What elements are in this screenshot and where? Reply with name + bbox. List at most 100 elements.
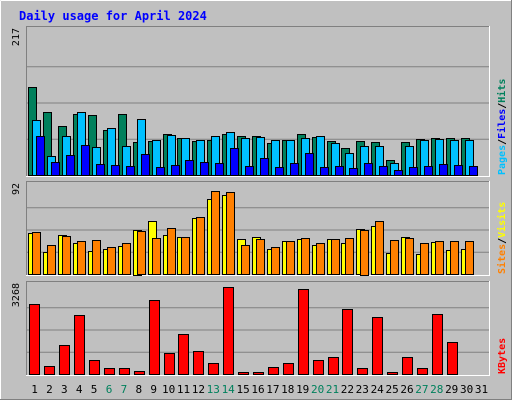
bar-pages [126, 166, 135, 176]
bar-sites [92, 240, 101, 275]
x-tick-label: 10 [162, 383, 175, 396]
bar-sites [271, 247, 280, 275]
bar-sites [450, 241, 459, 275]
x-tick-label: 31 [475, 383, 488, 396]
series-pages [36, 136, 478, 176]
bar-kbytes [402, 357, 413, 375]
bar-sites [316, 243, 325, 275]
x-tick-label: 16 [251, 383, 264, 396]
bar-pages [394, 170, 403, 176]
bar-sites [286, 241, 295, 275]
y-axis-max-label: 217 [11, 28, 22, 46]
bar-pages [36, 136, 45, 176]
bar-pages [51, 162, 60, 176]
bar-sites [181, 237, 190, 275]
bar-kbytes [44, 366, 55, 375]
legend-kbytes: KBytes [497, 338, 508, 374]
bar-kbytes [89, 360, 100, 375]
bar-kbytes [298, 289, 309, 375]
x-tick-label: 2 [46, 383, 53, 396]
bar-pages [335, 166, 344, 176]
bar-kbytes [164, 353, 175, 375]
series-kbytes [29, 287, 458, 375]
bar-pages [81, 145, 90, 176]
bar-sites [390, 240, 399, 275]
bar-kbytes [447, 342, 458, 375]
bar-kbytes [134, 371, 145, 375]
bar-pages [200, 162, 209, 176]
bar-pages [230, 148, 239, 176]
bar-sites [32, 232, 41, 275]
x-tick-label: 1 [31, 383, 38, 396]
bar-sites [77, 241, 86, 275]
bar-sites [301, 238, 310, 275]
x-tick-label: 22 [341, 383, 354, 396]
bar-pages [454, 165, 463, 176]
bar-pages [245, 166, 254, 176]
panel-legend: KBytes [497, 338, 508, 374]
x-tick-label: 9 [150, 383, 157, 396]
chart-title: Daily usage for April 2024 [19, 9, 207, 23]
bar-kbytes [283, 363, 294, 375]
x-tick-label: 25 [385, 383, 398, 396]
legend-separator: / [497, 103, 508, 109]
bar-kbytes [178, 334, 189, 375]
bar-pages [349, 168, 358, 176]
x-tick-label: 30 [460, 383, 473, 396]
bar-kbytes [193, 351, 204, 375]
bar-pages [275, 167, 284, 176]
bar-sites [47, 245, 56, 275]
bar-pages [305, 153, 314, 176]
bar-sites [167, 228, 176, 275]
bar-sites [420, 243, 429, 275]
bar-sites [122, 243, 131, 275]
bar-sites [465, 241, 474, 275]
bar-pages [96, 164, 105, 176]
x-tick-label: 14 [222, 383, 236, 396]
bar-sites [62, 236, 71, 275]
bar-sites [196, 217, 205, 275]
bar-kbytes [74, 315, 85, 375]
bar-kbytes [313, 360, 324, 375]
bar-sites [137, 231, 146, 275]
x-tick-label: 21 [326, 383, 339, 396]
x-tick-label: 7 [121, 383, 128, 396]
legend-separator: / [497, 139, 508, 145]
bar-pages [379, 166, 388, 176]
x-tick-label: 4 [76, 383, 83, 396]
bar-pages [66, 155, 75, 176]
bar-kbytes [417, 368, 428, 375]
bar-kbytes [104, 368, 115, 375]
x-tick-label: 3 [61, 383, 68, 396]
bar-pages [409, 167, 418, 176]
bar-pages [439, 164, 448, 176]
bar-sites [226, 192, 235, 275]
bar-sites [152, 238, 161, 275]
panel-visits_sites: 92 Sites/Visits [11, 181, 508, 276]
bar-kbytes [223, 287, 234, 375]
bar-pages [469, 166, 478, 176]
y-axis-max-label: 3268 [11, 283, 22, 307]
legend-visits: Visits [496, 202, 508, 238]
panels-layer: 217Pages/Files/Hits92Sites/Visits3268KBy… [11, 26, 508, 376]
bar-sites [435, 241, 444, 275]
bar-pages [424, 166, 433, 176]
bar-kbytes [119, 368, 130, 375]
bar-sites [405, 238, 414, 275]
bar-sites [211, 191, 220, 275]
legend-pages: Pages [497, 145, 508, 175]
x-tick-label: 12 [192, 383, 205, 396]
bar-kbytes [208, 363, 219, 375]
bar-pages [260, 158, 269, 176]
bar-kbytes [387, 372, 398, 375]
bar-pages [215, 163, 224, 176]
x-tick-label: 11 [177, 383, 190, 396]
legend-files: Files [496, 109, 508, 139]
legend-separator: / [497, 238, 508, 244]
bar-pages [156, 167, 165, 176]
bar-kbytes [238, 372, 249, 375]
bar-kbytes [149, 300, 160, 375]
x-tick-label: 23 [356, 383, 369, 396]
bar-kbytes [432, 314, 443, 375]
